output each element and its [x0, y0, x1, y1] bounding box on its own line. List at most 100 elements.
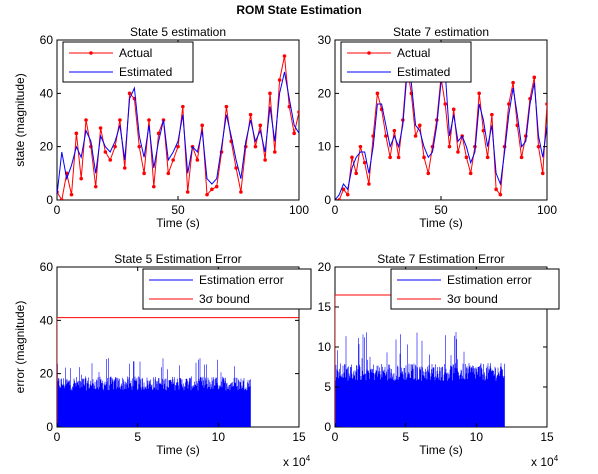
x-tick-label: 0	[54, 203, 61, 217]
data-point	[532, 75, 537, 80]
legend-label: Actual	[397, 46, 430, 60]
data-point	[263, 158, 267, 162]
data-point	[224, 104, 229, 109]
data-point	[273, 150, 277, 154]
x-axis-label: Time (s)	[156, 443, 200, 457]
data-point	[362, 160, 367, 165]
x-tick-label: 5	[402, 430, 409, 444]
data-point	[485, 155, 490, 160]
legend: Actual Estimated	[340, 41, 472, 83]
y-tick-label: 15	[318, 300, 332, 314]
legend: Estimation error 3σ bound	[390, 268, 560, 310]
data-point	[375, 91, 380, 96]
data-point	[277, 78, 282, 82]
legend: Estimation error 3σ bound	[142, 268, 312, 310]
x-tick-label: 15	[292, 430, 306, 444]
data-point	[258, 123, 263, 128]
series-line-estimated	[57, 71, 299, 195]
y-tick-label: 0	[324, 193, 331, 207]
y-tick-label: 0	[324, 420, 331, 434]
data-point	[396, 155, 401, 160]
data-point	[507, 102, 511, 106]
x-tick-label: 0	[54, 430, 61, 444]
data-point	[79, 176, 83, 181]
x-axis-multiplier-exponent: 4	[306, 454, 311, 463]
legend-label: 3σ bound	[447, 292, 498, 306]
chart-title: State 5 estimation	[130, 25, 226, 39]
data-point	[545, 102, 547, 106]
data-point	[358, 144, 363, 149]
legend-label: Estimation error	[447, 273, 532, 287]
data-point	[147, 118, 151, 122]
data-point	[108, 158, 113, 162]
data-point	[447, 144, 452, 149]
data-point	[268, 91, 272, 96]
x-tick-label: 50	[434, 203, 448, 217]
data-point	[156, 131, 161, 136]
chart-panel-1: 0 50 100 0 20 40 60 State 5 estimation Time (s) s…	[13, 25, 309, 230]
data-point	[137, 144, 142, 149]
y-tick-label: 40	[40, 86, 54, 100]
data-point	[464, 155, 469, 160]
data-point	[142, 171, 146, 176]
x-tick-label: 5	[134, 430, 141, 444]
legend-label: 3σ bound	[199, 292, 250, 306]
y-tick-label: 10	[318, 140, 332, 154]
data-point	[195, 158, 200, 162]
legend-label: Actual	[119, 46, 152, 60]
data-point	[494, 187, 498, 192]
data-point	[511, 80, 515, 85]
estimation-error-bars	[57, 358, 251, 427]
chart-title: State 7 Estimation Error	[377, 252, 504, 266]
x-tick-label: 10	[212, 430, 226, 444]
data-point	[468, 171, 473, 176]
data-point	[392, 128, 397, 133]
data-point	[166, 171, 171, 176]
data-point	[490, 112, 494, 117]
data-point	[234, 166, 238, 170]
chart-panel-3: 0 5 10 15 0 20 40 60 State 5 Estimation Error Tim…	[13, 252, 312, 469]
data-layer	[335, 64, 547, 200]
data-point	[181, 104, 185, 109]
x-tick-label: 50	[171, 203, 185, 217]
data-point	[127, 91, 132, 96]
data-point	[388, 155, 392, 160]
legend-box	[390, 268, 560, 310]
data-point	[540, 171, 545, 176]
data-point	[282, 54, 287, 58]
y-tick-label: 0	[46, 420, 53, 434]
data-point	[69, 192, 74, 197]
data-point	[418, 123, 422, 128]
x-tick-label: 100	[289, 203, 309, 217]
y-tick-label: 20	[40, 140, 54, 154]
y-tick-label: 20	[40, 367, 54, 381]
y-tick-label: 20	[318, 86, 332, 100]
chart-panel-4: 0 5 10 15 0 5 10 15 20 State 7 Estimation Error Ti…	[318, 252, 560, 469]
data-point	[422, 155, 426, 160]
chart-title: State 7 estimation	[393, 25, 489, 39]
data-layer	[57, 317, 299, 427]
x-axis-multiplier-exponent: 4	[554, 454, 559, 463]
data-point	[113, 144, 117, 149]
data-point	[253, 144, 258, 149]
y-tick-label: 60	[40, 33, 54, 47]
data-point	[481, 128, 486, 133]
data-point	[367, 182, 371, 186]
data-point	[498, 192, 503, 197]
y-tick-label: 60	[40, 260, 54, 274]
y-tick-label: 5	[324, 380, 331, 394]
legend-label: Estimated	[119, 65, 172, 79]
data-point	[536, 144, 541, 149]
y-tick-label: 0	[46, 193, 53, 207]
x-tick-label: 15	[540, 430, 554, 444]
data-point	[477, 91, 481, 96]
legend-marker	[89, 51, 93, 55]
figure-title: ROM State Estimation	[236, 3, 361, 17]
data-layer	[57, 54, 299, 200]
x-tick-label: 100	[537, 203, 557, 217]
legend-box	[62, 41, 194, 83]
data-point	[413, 134, 418, 138]
chart-title: State 5 Estimation Error	[114, 252, 241, 266]
